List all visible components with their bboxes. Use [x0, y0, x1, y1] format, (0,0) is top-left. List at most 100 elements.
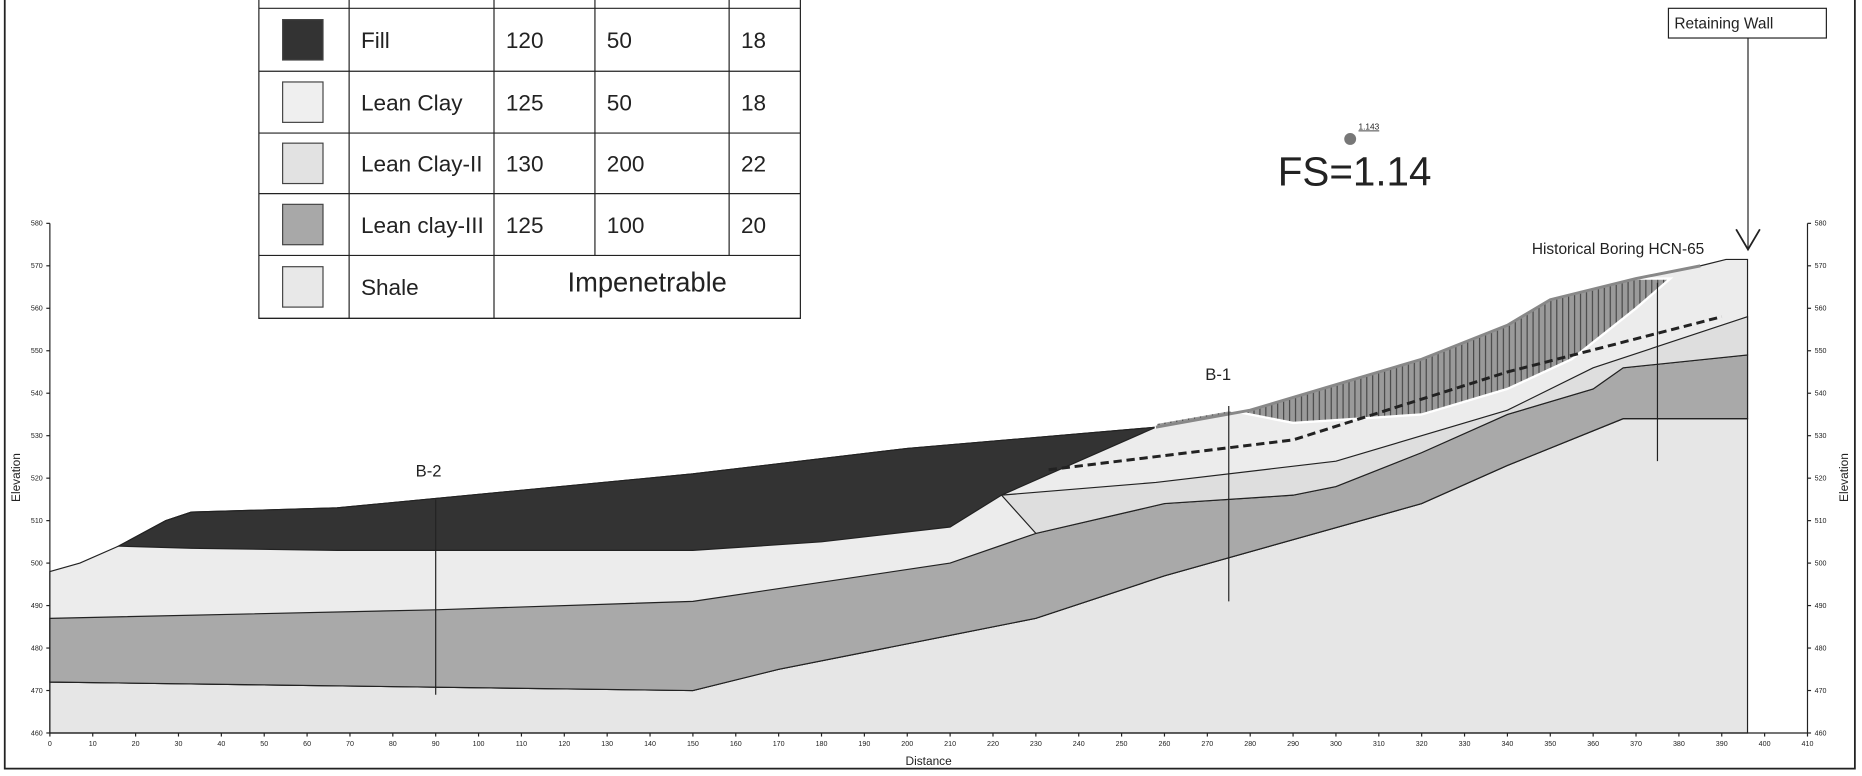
boring-label: Historical Boring HCN-65	[1532, 241, 1704, 258]
x-tick-label: 170	[773, 740, 785, 748]
x-tick-label: 110	[516, 740, 527, 748]
x-tick-label: 200	[901, 740, 913, 748]
y-tick-label: 510	[1815, 517, 1827, 525]
y-tick-label: 540	[31, 390, 43, 398]
x-tick-label: 130	[601, 740, 613, 748]
y-tick-label: 550	[31, 347, 43, 355]
x-tick-label: 190	[858, 740, 870, 748]
y-tick-label: 500	[31, 559, 43, 567]
y-tick-label: 540	[1815, 390, 1827, 398]
y-tick-label: 550	[1815, 347, 1827, 355]
layer-note: Impenetrable	[568, 267, 727, 298]
layer-value: 130	[506, 152, 544, 177]
y-tick-label: 490	[31, 602, 43, 610]
x-tick-label: 410	[1802, 740, 1814, 748]
x-tick-label: 10	[89, 740, 97, 748]
x-tick-label: 360	[1587, 740, 1599, 748]
x-tick-label: 320	[1416, 740, 1428, 748]
x-tick-label: 240	[1073, 740, 1085, 748]
y-tick-label: 470	[31, 687, 43, 695]
y-tick-label: 560	[1815, 305, 1827, 313]
layer-name: Fill	[361, 28, 390, 53]
y-tick-label: 530	[1815, 432, 1827, 440]
layer-value: 22	[741, 152, 766, 177]
swatch	[283, 20, 323, 60]
y-tick-label: 510	[31, 517, 43, 525]
x-tick-label: 70	[346, 740, 354, 748]
y-tick-label: 460	[1815, 729, 1827, 737]
layer-value: 100	[607, 213, 645, 238]
x-tick-label: 100	[473, 740, 485, 748]
x-tick-label: 220	[987, 740, 999, 748]
y-tick-label: 460	[31, 729, 43, 737]
layer-name: Shale	[361, 275, 419, 300]
layer-value: 50	[607, 90, 632, 115]
layer-value: 120	[506, 28, 544, 53]
x-tick-label: 80	[389, 740, 397, 748]
x-tick-label: 60	[303, 740, 311, 748]
y-tick-label: 530	[31, 432, 43, 440]
y-axis-label: Elevation	[1837, 453, 1851, 502]
legend-table: Fill 120 50 18 Lean Clay 125 50 18 Lean Clay-II 1…	[259, 0, 801, 318]
y-tick-label: 520	[1815, 475, 1827, 483]
x-tick-label: 260	[1159, 740, 1171, 748]
y-tick-label: 560	[31, 305, 43, 313]
swatch	[283, 267, 323, 307]
x-tick-label: 340	[1501, 740, 1513, 748]
swatch	[283, 204, 323, 244]
boring-label: B-1	[1205, 365, 1231, 384]
layer-value: 125	[506, 213, 544, 238]
y-tick-label: 500	[1815, 559, 1827, 567]
x-tick-label: 380	[1673, 740, 1685, 748]
layer-value: 18	[741, 28, 766, 53]
x-tick-label: 30	[175, 740, 183, 748]
x-tick-label: 330	[1459, 740, 1471, 748]
x-tick-label: 140	[644, 740, 656, 748]
x-tick-label: 180	[816, 740, 828, 748]
x-tick-label: 270	[1201, 740, 1213, 748]
x-tick-label: 230	[1030, 740, 1042, 748]
x-tick-label: 390	[1716, 740, 1728, 748]
x-tick-label: 310	[1373, 740, 1385, 748]
x-tick-label: 210	[944, 740, 956, 748]
layer-name: Lean clay-III	[361, 213, 484, 238]
y-tick-label: 580	[31, 220, 43, 228]
layer-value: 125	[506, 90, 544, 115]
y-tick-label: 470	[1815, 687, 1827, 695]
layer-value: 50	[607, 28, 632, 53]
fs-point-label: 1.143	[1359, 121, 1380, 131]
x-tick-label: 120	[558, 740, 570, 748]
fs-label: FS=1.14	[1278, 148, 1432, 194]
y-tick-label: 520	[31, 475, 43, 483]
y-tick-label: 490	[1815, 602, 1827, 610]
x-tick-label: 0	[48, 740, 52, 748]
x-tick-label: 280	[1244, 740, 1256, 748]
fs-point	[1344, 133, 1356, 145]
x-tick-label: 150	[687, 740, 699, 748]
y-tick-label: 480	[1815, 644, 1827, 652]
x-tick-label: 20	[132, 740, 140, 748]
y-tick-label: 570	[1815, 262, 1827, 270]
layer-name: Lean Clay	[361, 90, 463, 115]
x-tick-label: 250	[1116, 740, 1128, 748]
layer-value: 200	[607, 152, 645, 177]
y-axis-label: Elevation	[9, 453, 23, 502]
x-tick-label: 300	[1330, 740, 1342, 748]
x-axis-label: Distance	[906, 754, 953, 768]
x-tick-label: 370	[1630, 740, 1642, 748]
y-tick-label: 480	[31, 644, 43, 652]
layer-value: 20	[741, 213, 766, 238]
swatch	[283, 82, 323, 122]
x-tick-label: 50	[260, 740, 268, 748]
layer-value: 18	[741, 90, 766, 115]
swatch	[283, 143, 323, 183]
y-tick-label: 580	[1815, 220, 1827, 228]
retaining-wall-label: Retaining Wall	[1674, 16, 1773, 33]
layer-name: Lean Clay-II	[361, 152, 483, 177]
x-tick-label: 290	[1287, 740, 1299, 748]
boring-label: B-2	[416, 461, 442, 480]
x-tick-label: 350	[1544, 740, 1556, 748]
x-tick-label: 90	[432, 740, 440, 748]
x-tick-label: 400	[1759, 740, 1771, 748]
x-tick-label: 40	[217, 740, 225, 748]
